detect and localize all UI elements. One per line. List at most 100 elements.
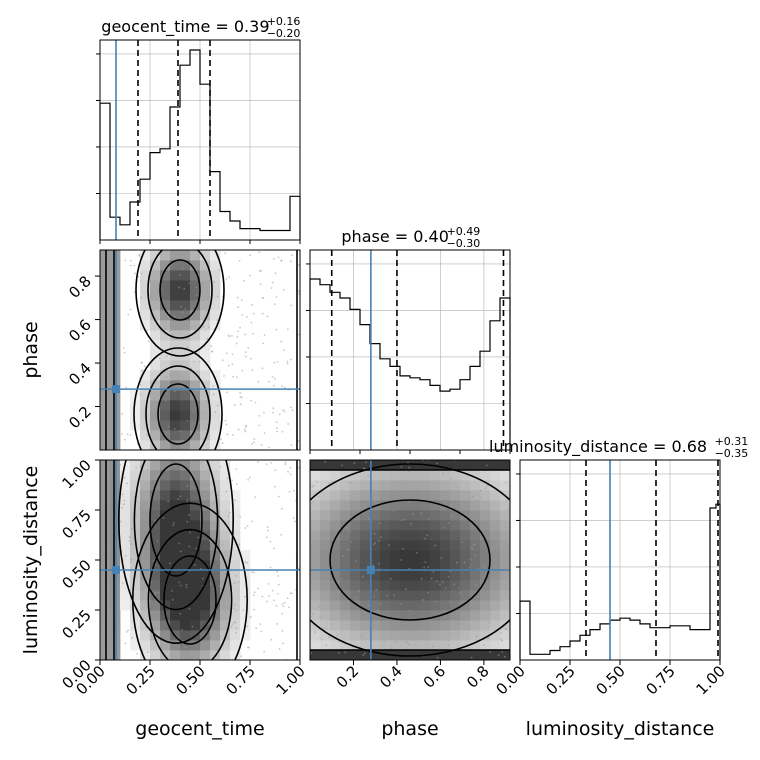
sample-point xyxy=(432,645,435,648)
density-cell xyxy=(500,600,510,611)
density-cell xyxy=(170,280,181,291)
density-cell xyxy=(400,530,411,541)
density-cell xyxy=(480,550,491,561)
density-cell xyxy=(450,630,461,641)
sample-point xyxy=(254,401,257,404)
density-cell xyxy=(410,480,421,491)
sample-point xyxy=(282,289,285,291)
sample-point xyxy=(243,595,246,598)
density-cell xyxy=(430,640,441,651)
sample-point xyxy=(435,601,437,603)
density-cell xyxy=(200,640,211,651)
density-cell xyxy=(420,480,431,491)
density-cell xyxy=(160,540,171,551)
sample-point xyxy=(129,434,132,437)
sample-point xyxy=(265,463,268,466)
density-cell xyxy=(160,370,171,381)
density-cell xyxy=(180,570,191,581)
sample-point xyxy=(497,654,500,657)
density-cell xyxy=(420,610,431,621)
density-cell xyxy=(310,630,321,641)
sample-point xyxy=(123,503,125,506)
density-cell xyxy=(360,560,371,571)
sample-point xyxy=(408,630,410,633)
sample-point xyxy=(150,581,152,584)
sample-point xyxy=(173,427,176,430)
density-cell xyxy=(320,550,331,561)
sample-point xyxy=(389,577,392,580)
density-cell xyxy=(210,520,221,531)
density-cell xyxy=(150,290,161,301)
sample-point xyxy=(124,554,127,557)
sample-point xyxy=(260,270,262,272)
sample-point xyxy=(427,518,430,520)
density-cell xyxy=(170,620,181,631)
sample-point xyxy=(210,345,213,348)
sample-point xyxy=(287,470,289,473)
density-cell xyxy=(340,630,351,641)
density-cell xyxy=(480,580,491,591)
density-cell xyxy=(500,610,510,621)
sample-point xyxy=(468,566,471,569)
density-cell xyxy=(440,540,451,551)
density-cell xyxy=(350,630,361,641)
density-cell xyxy=(450,580,461,591)
sample-point xyxy=(225,352,228,355)
density-cell xyxy=(350,510,361,521)
density-cell xyxy=(440,590,451,601)
density-cell xyxy=(480,460,491,471)
density-cell xyxy=(470,650,481,660)
density-cell xyxy=(380,610,391,621)
contour-line xyxy=(135,250,225,357)
sample-point xyxy=(223,590,226,593)
sample-point xyxy=(178,286,180,289)
density-cell xyxy=(360,580,371,591)
density-cell xyxy=(360,550,371,561)
sample-point xyxy=(261,312,264,315)
sample-point xyxy=(393,594,396,597)
density-cell xyxy=(340,640,351,651)
sample-point xyxy=(121,412,124,415)
x-tick-label-luminosity_distance: 0.25 xyxy=(542,662,578,698)
sample-point xyxy=(298,466,300,469)
sample-point xyxy=(179,495,182,498)
density-cell xyxy=(180,430,191,441)
density-cell xyxy=(150,520,161,531)
sample-point xyxy=(424,537,427,540)
density-cell xyxy=(440,570,451,581)
density-cell xyxy=(310,530,321,541)
density-cell xyxy=(380,500,391,511)
density-cell xyxy=(390,590,401,601)
density-cell xyxy=(500,650,510,660)
sample-point xyxy=(372,564,375,567)
density-cell xyxy=(470,540,481,551)
density-cell xyxy=(200,460,211,471)
density-cell xyxy=(420,520,431,531)
density-cell xyxy=(400,650,411,660)
density-cell xyxy=(360,590,371,601)
density-cell xyxy=(160,260,171,271)
sample-point xyxy=(378,562,380,565)
density-cell xyxy=(460,480,471,491)
density-cell xyxy=(400,490,411,501)
density-cell xyxy=(420,490,431,501)
density-cell xyxy=(180,390,191,401)
density-cell xyxy=(340,530,351,541)
density-cell xyxy=(210,400,221,411)
sample-point xyxy=(208,539,211,542)
sample-point xyxy=(364,461,367,464)
density-cell xyxy=(440,620,451,631)
density-cell xyxy=(210,490,221,501)
sample-point xyxy=(250,399,252,402)
sample-point xyxy=(315,571,318,574)
sample-point xyxy=(188,545,191,548)
density-cell xyxy=(330,650,341,660)
density-cell xyxy=(500,580,510,591)
density-cell xyxy=(380,630,391,641)
density-cell xyxy=(460,630,471,641)
sample-point xyxy=(434,544,437,547)
sample-point xyxy=(116,480,119,483)
density-cell xyxy=(140,290,151,301)
sample-point xyxy=(263,334,266,336)
sample-point xyxy=(261,367,264,370)
